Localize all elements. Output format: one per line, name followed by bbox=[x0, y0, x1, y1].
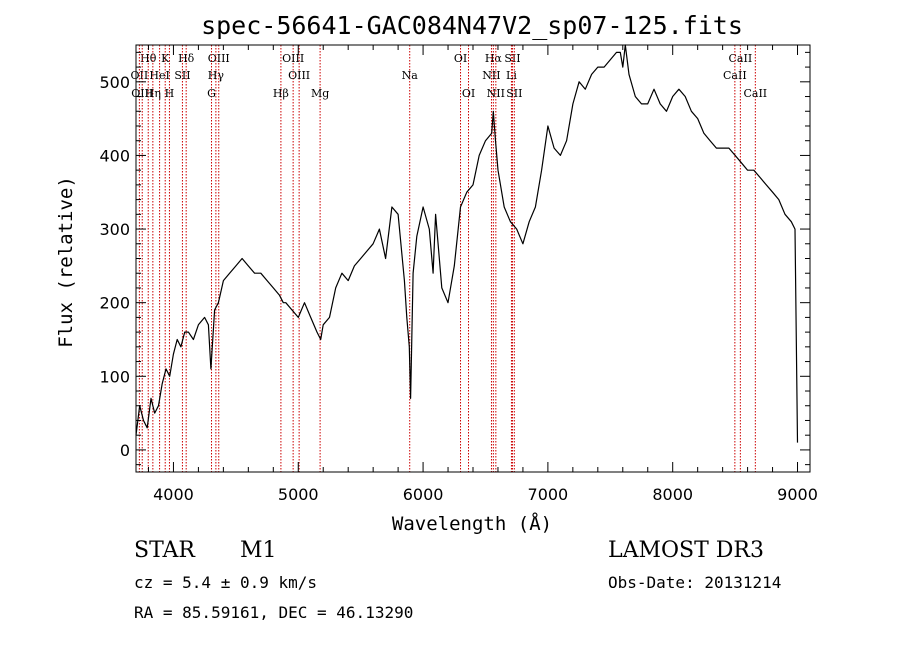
observation-date: Obs-Date: 20131214 bbox=[608, 573, 782, 592]
x-tick-label: 5000 bbox=[278, 485, 319, 504]
x-tick-label: 9000 bbox=[777, 485, 818, 504]
spectral-line-label: Hα bbox=[485, 52, 503, 65]
object-subclass: M1 bbox=[240, 538, 277, 563]
spectral-line-label: Hγ bbox=[208, 69, 225, 82]
y-tick-label: 200 bbox=[99, 294, 130, 313]
survey-name: LAMOST DR3 bbox=[608, 538, 764, 563]
spectral-line-label: H bbox=[165, 87, 175, 100]
spectral-line-label: CaII bbox=[723, 69, 747, 82]
x-tick-label: 8000 bbox=[652, 485, 693, 504]
spectral-line-label: Mg bbox=[311, 87, 329, 100]
spectral-line-label: OIII bbox=[208, 52, 230, 65]
spectral-line-label: OI bbox=[462, 87, 475, 100]
y-axis-label: Flux (relative) bbox=[55, 176, 77, 348]
x-tick-label: 4000 bbox=[153, 485, 194, 504]
redshift-velocity: cz = 5.4 ± 0.9 km/s bbox=[134, 573, 318, 592]
y-tick-label: 500 bbox=[99, 73, 130, 92]
spectral-line-label: OII bbox=[131, 69, 149, 82]
x-tick-label: 6000 bbox=[403, 485, 444, 504]
spectral-line-label: SII bbox=[506, 87, 522, 100]
spectral-line-label: Hβ bbox=[273, 87, 289, 100]
spectral-line-label: SII bbox=[504, 52, 520, 65]
spectral-line-label: SII bbox=[174, 69, 190, 82]
spectral-line-label: CaII bbox=[743, 87, 767, 100]
y-tick-label: 100 bbox=[99, 367, 130, 386]
spectral-line-label: CaII bbox=[729, 52, 753, 65]
spectral-line-label: Li bbox=[506, 69, 517, 82]
spectral-line-label: Hη bbox=[145, 87, 161, 100]
spectral-line-label: K bbox=[161, 52, 170, 65]
y-tick-label: 400 bbox=[99, 146, 130, 165]
spectrum-trace bbox=[135, 44, 799, 443]
spectral-line-label: Hδ bbox=[178, 52, 195, 65]
spectral-line-label: Na bbox=[402, 69, 419, 82]
sky-coordinates: RA = 85.59161, DEC = 46.13290 bbox=[134, 603, 414, 622]
spectral-line-label: OIII bbox=[282, 52, 304, 65]
plot-frame bbox=[135, 44, 811, 473]
object-class: STAR bbox=[134, 538, 195, 563]
y-tick-label: 0 bbox=[120, 441, 130, 460]
x-axis-label: Wavelength (Å) bbox=[392, 512, 552, 535]
spectral-line-label: OI bbox=[454, 52, 467, 65]
spectral-line-label: NII bbox=[487, 87, 505, 100]
x-tick-label: 7000 bbox=[528, 485, 569, 504]
spectral-line-label: OIII bbox=[288, 69, 310, 82]
spectral-line-label: G bbox=[207, 87, 216, 100]
spectral-line-label: HeI bbox=[149, 69, 169, 82]
spectral-line-label: NII bbox=[482, 69, 500, 82]
chart-title: spec-56641-GAC084N47V2_sp07-125.fits bbox=[201, 11, 743, 40]
y-tick-label: 300 bbox=[99, 220, 130, 239]
